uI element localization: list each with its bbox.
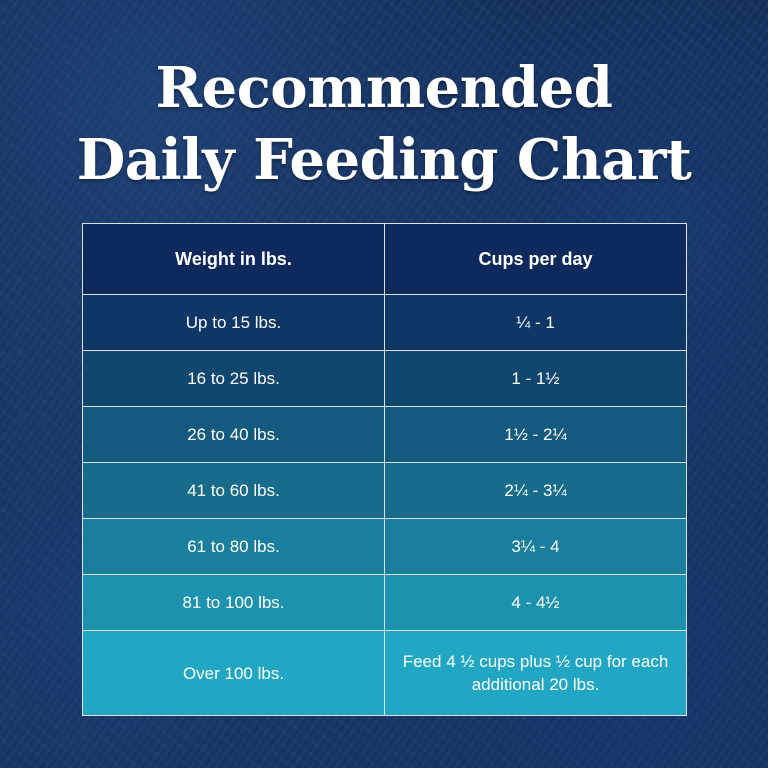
table-row: Up to 15 lbs. ¼ - 1 — [82, 294, 687, 351]
table-header-row: Weight in lbs. Cups per day — [82, 223, 687, 295]
cups-cell: 1 - 1½ — [384, 350, 687, 407]
weight-cell: 41 to 60 lbs. — [82, 462, 385, 519]
weight-cell: Over 100 lbs. — [82, 630, 385, 716]
cups-cell: 1½ - 2¼ — [384, 406, 687, 463]
weight-cell: 26 to 40 lbs. — [82, 406, 385, 463]
weight-cell: 81 to 100 lbs. — [82, 574, 385, 631]
table-row: 61 to 80 lbs. 3¼ - 4 — [82, 518, 687, 575]
header-cups: Cups per day — [384, 223, 687, 295]
title-line-2: Daily Feeding Chart — [76, 127, 692, 193]
feeding-chart-table: Weight in lbs. Cups per day Up to 15 lbs… — [82, 223, 687, 716]
title-line-1: Recommended — [155, 55, 613, 121]
weight-cell: 61 to 80 lbs. — [82, 518, 385, 575]
weight-cell: 16 to 25 lbs. — [82, 350, 385, 407]
table-row: Over 100 lbs. Feed 4 ½ cups plus ½ cup f… — [82, 630, 687, 716]
weight-cell: Up to 15 lbs. — [82, 294, 385, 351]
cups-cell: Feed 4 ½ cups plus ½ cup for each additi… — [384, 630, 687, 716]
table-row: 26 to 40 lbs. 1½ - 2¼ — [82, 406, 687, 463]
cups-cell: 4 - 4½ — [384, 574, 687, 631]
page-title: Recommended Daily Feeding Chart — [0, 52, 768, 196]
table-row: 41 to 60 lbs. 2¼ - 3¼ — [82, 462, 687, 519]
header-weight: Weight in lbs. — [82, 223, 385, 295]
cups-cell: 3¼ - 4 — [384, 518, 687, 575]
table-row: 81 to 100 lbs. 4 - 4½ — [82, 574, 687, 631]
cups-cell: ¼ - 1 — [384, 294, 687, 351]
cups-cell: 2¼ - 3¼ — [384, 462, 687, 519]
table-row: 16 to 25 lbs. 1 - 1½ — [82, 350, 687, 407]
